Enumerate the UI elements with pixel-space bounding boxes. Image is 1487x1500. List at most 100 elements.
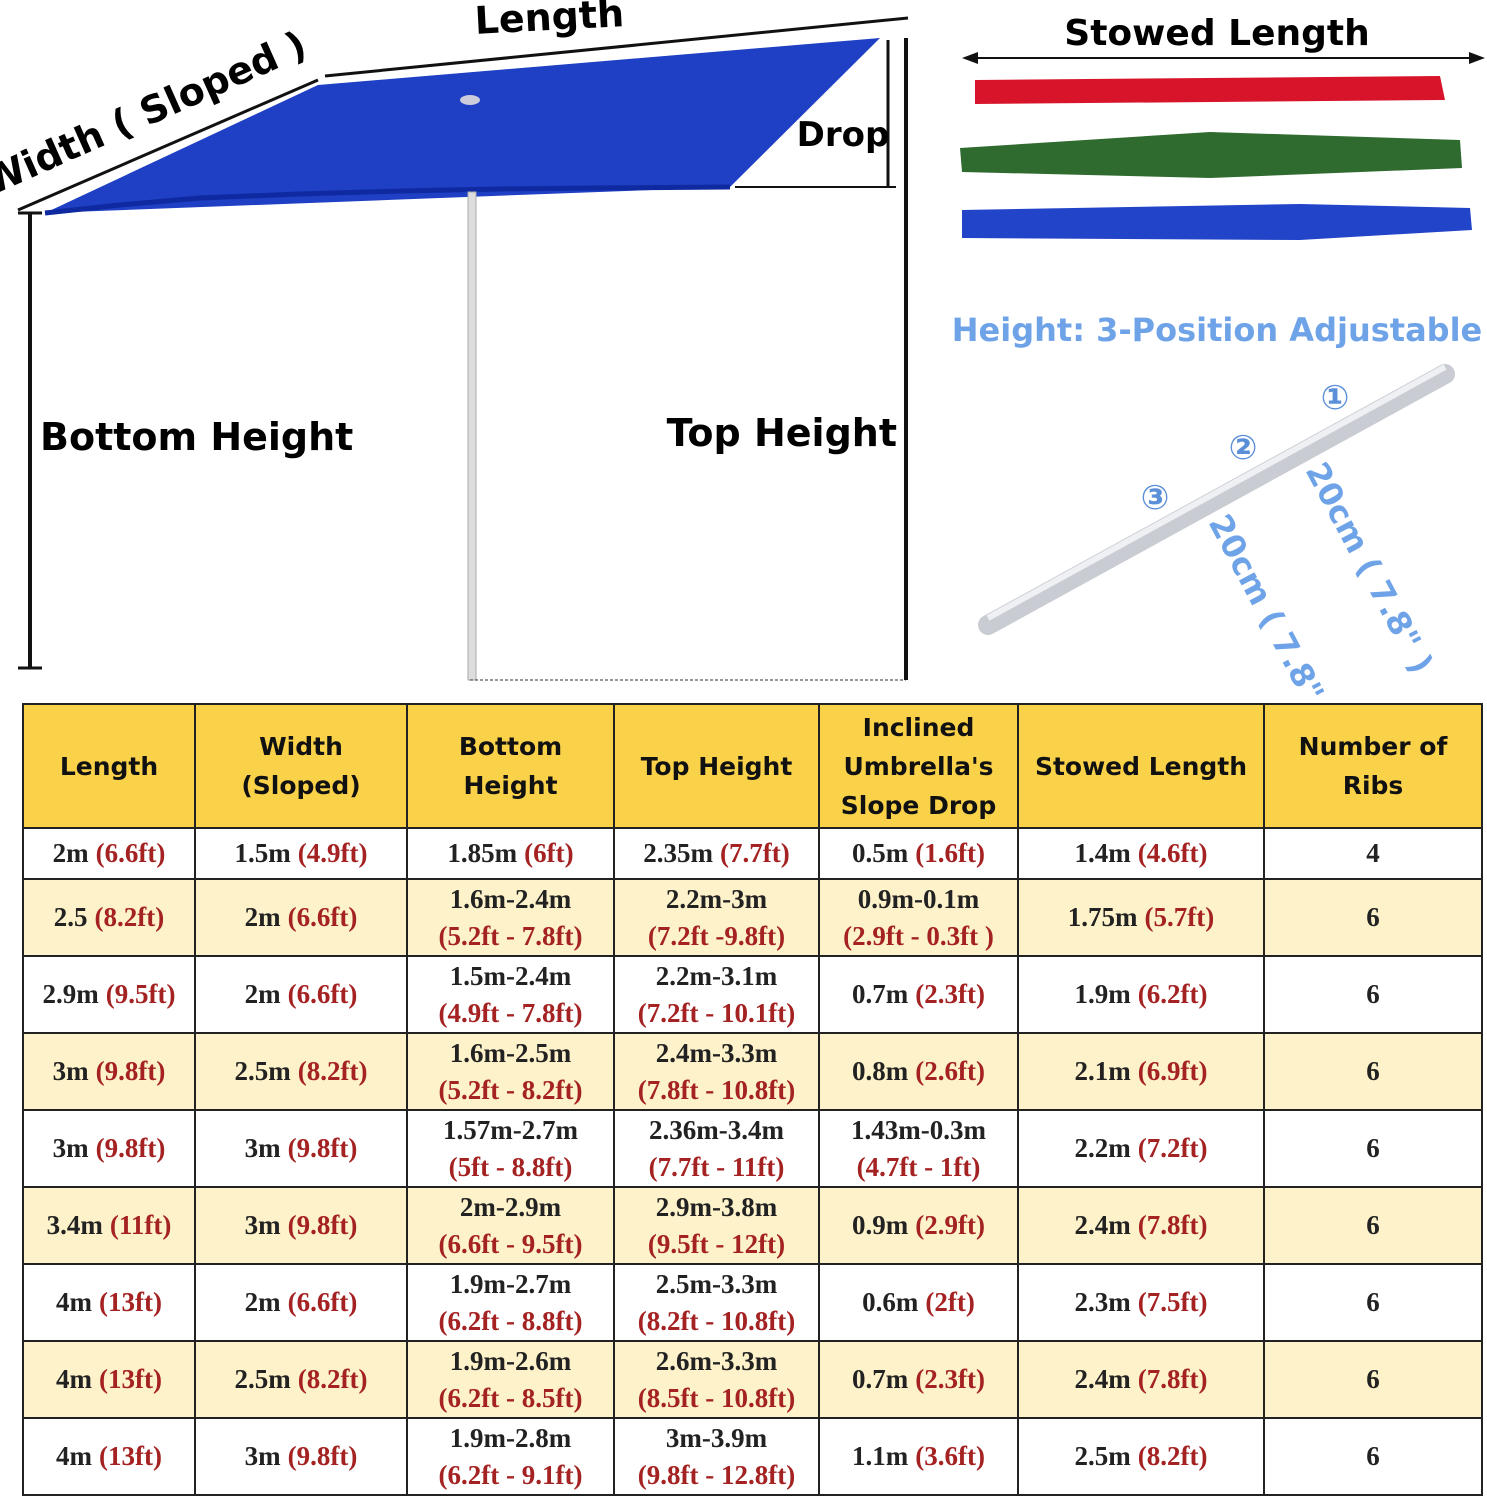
table-body: 2m (6.6ft) 1.5m (4.9ft) 1.85m (6ft) 2.35m (7.7f… [22,827,1483,1496]
imperial-value: (7.5ft) [1137,1287,1208,1317]
adjust-pole-shine [986,364,1447,621]
table-row: 2m (6.6ft) 1.5m (4.9ft) 1.85m (6ft) 2.35m (7.7f… [22,827,1483,880]
table-cell: 2.3m (7.5ft) [1017,1263,1265,1342]
metric-value: 2.2m-3m [665,883,768,914]
imperial-value: (6.6ft - 9.5ft) [438,1228,583,1259]
metric-value: 0.7m [852,979,909,1009]
metric-value: 2m [244,979,281,1009]
arrow-head [962,52,978,64]
imperial-value: (9.5ft) [105,979,176,1009]
imperial-value: (6.2ft) [1137,979,1208,1009]
imperial-value: (6.6ft) [287,1287,358,1317]
adjust-pole [978,364,1455,635]
stowed-green [960,132,1462,178]
header-cell: Inclined Umbrella's Slope Drop [818,703,1019,829]
table-cell: 6 [1263,1109,1483,1188]
metric-value: 6 [1366,1287,1380,1317]
metric-value: 2.5m [234,1056,291,1086]
imperial-value: (8.2ft) [297,1364,368,1394]
metric-value: 1.5m-2.4m [449,960,572,991]
imperial-value: (9.5ft - 12ft) [647,1228,786,1259]
canopy [45,38,880,213]
metric-value: 6 [1366,1210,1380,1240]
header-cell: Number of Ribs [1263,703,1483,829]
header-cell: Stowed Length [1017,703,1265,829]
header-cell: Width (Sloped) [194,703,408,829]
table-cell: 1.9m-2.6m (6.2ft - 8.5ft) [406,1340,615,1419]
length-line [324,16,909,78]
metric-value: 3m [244,1441,281,1471]
metric-value: 2.5m-3.3m [655,1268,778,1299]
table-cell: 1.5m-2.4m (4.9ft - 7.8ft) [406,955,615,1034]
imperial-value: (5ft - 8.8ft) [448,1151,573,1182]
imperial-value: (6.9ft) [1137,1056,1208,1086]
metric-value: 3.4m [46,1210,103,1240]
table-cell: 2.4m-3.3m (7.8ft - 10.8ft) [613,1032,820,1111]
arrow-head [1469,52,1485,64]
table-cell: 2.4m (7.8ft) [1017,1340,1265,1419]
metric-value: 2m [52,838,89,868]
table-cell: 6 [1263,1032,1483,1111]
table-cell: 0.8m (2.6ft) [818,1032,1019,1111]
table-cell: 2m (6.6ft) [194,1263,408,1342]
imperial-value: (5.2ft - 8.2ft) [438,1074,583,1105]
metric-value: 4 [1366,838,1380,868]
header-row: Length Width (Sloped) Bottom Height Top Hei… [22,703,1483,829]
table-cell: 0.7m (2.3ft) [818,1340,1019,1419]
metric-value: 3m [52,1133,89,1163]
table-cell: 2m (6.6ft) [194,955,408,1034]
imperial-value: (7.8ft) [1137,1210,1208,1240]
imperial-value: (2.9ft - 0.3ft ) [843,920,994,951]
canopy-top [460,95,480,105]
table-cell: 6 [1263,878,1483,957]
header-cell: Bottom Height [406,703,615,829]
imperial-value: (9.8ft) [95,1133,166,1163]
metric-value: 3m-3.9m [665,1422,768,1453]
table-cell: 6 [1263,1340,1483,1419]
imperial-value: (13ft) [99,1364,162,1394]
table-cell: 1.43m-0.3m (4.7ft - 1ft) [818,1109,1019,1188]
imperial-value: (5.7ft) [1144,902,1215,932]
metric-value: 6 [1366,1133,1380,1163]
table-cell: 1.9m-2.8m (6.2ft - 9.1ft) [406,1417,615,1496]
metric-value: 1.9m-2.7m [449,1268,572,1299]
table-cell: 2.36m-3.4m (7.7ft - 11ft) [613,1109,820,1188]
canopy-edge [44,184,731,216]
metric-value: 2.5m [1074,1441,1131,1471]
imperial-value: (7.8ft) [1137,1364,1208,1394]
bottom-height-label: Bottom Height [40,415,353,459]
imperial-value: (9.8ft - 12.8ft) [637,1459,796,1490]
table-cell: 1.1m (3.6ft) [818,1417,1019,1496]
table-cell: 3m (9.8ft) [194,1417,408,1496]
imperial-value: (9.8ft) [287,1210,358,1240]
metric-value: 2.5 [53,902,88,932]
table-cell: 0.9m (2.9ft) [818,1186,1019,1265]
imperial-value: (7.8ft - 10.8ft) [637,1074,796,1105]
imperial-value: (13ft) [99,1287,162,1317]
table-cell: 6 [1263,1186,1483,1265]
imperial-value: (2.9ft) [915,1210,985,1240]
table-cell: 1.9m (6.2ft) [1017,955,1265,1034]
metric-value: 2.36m-3.4m [649,1114,784,1145]
metric-value: 4m [56,1364,93,1394]
table-cell: 1.4m (4.6ft) [1017,827,1265,880]
stowed-blue [962,204,1472,240]
imperial-value: (5.2ft - 7.8ft) [438,920,583,951]
width-line [17,78,319,212]
metric-value: 4m [56,1287,93,1317]
table-row: 3m (9.8ft) 3m (9.8ft) 1.57m-2.7m (5ft - 8.8ft… [22,1109,1483,1188]
metric-value: 0.9m-0.1m [857,883,980,914]
metric-value: 2.3m [1074,1287,1131,1317]
imperial-value: (11ft) [109,1210,172,1240]
table-cell: 1.85m (6ft) [406,827,615,880]
table-cell: 2.5m (8.2ft) [194,1340,408,1419]
height-adjustable-label: Height: 3-Position Adjustable [952,311,1482,349]
imperial-value: (6.2ft - 8.8ft) [438,1305,583,1336]
table-cell: 3m (9.8ft) [22,1109,196,1188]
imperial-value: (2.6ft) [915,1056,985,1086]
imperial-value: (2ft) [925,1287,975,1317]
table-cell: 3m-3.9m (9.8ft - 12.8ft) [613,1417,820,1496]
metric-value: 0.5m [852,838,909,868]
metric-value: 1.4m [1074,838,1131,868]
